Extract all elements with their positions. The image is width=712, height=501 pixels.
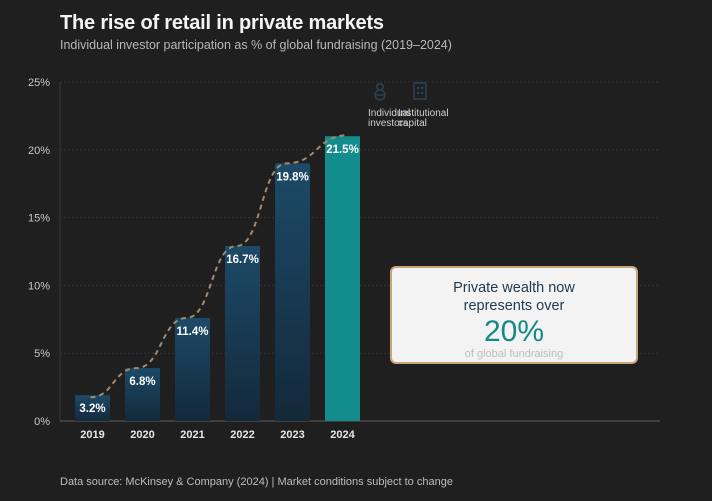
x-tick-label: 2019: [80, 429, 104, 441]
y-tick-label: 10%: [28, 280, 50, 292]
value-label-2019: 3.2%: [79, 403, 105, 415]
y-tick-label: 25%: [28, 77, 50, 89]
x-tick-label: 2023: [280, 429, 304, 441]
bar-2020[interactable]: [125, 368, 160, 421]
legend: Individual investors Institutional capital: [368, 82, 468, 132]
callout-highlight: 20%: [483, 315, 545, 348]
x-tick-label: 2022: [230, 429, 254, 441]
x-tick-label: 2024: [330, 429, 355, 441]
legend-item-institutional[interactable]: Institutional capital: [398, 82, 449, 129]
data-source-footer: Data source: McKinsey & Company (2024) |…: [60, 476, 453, 488]
value-label-2021: 11.4%: [177, 326, 209, 338]
bar-2019[interactable]: [75, 395, 110, 421]
callout-text: Private wealth now represents over: [453, 280, 575, 314]
value-label-2020: 6.8%: [129, 376, 155, 388]
x-tick-label: 2021: [180, 429, 204, 441]
legend-label-individual: Individual investors: [368, 108, 411, 129]
bar-2021[interactable]: [175, 317, 210, 421]
legend-label-institutional: Institutional capital: [398, 108, 449, 129]
y-tick-label: 20%: [28, 145, 50, 157]
callout-caption: of global fundraising: [464, 348, 564, 360]
y-tick-label: 0%: [34, 416, 50, 428]
person-icon: [374, 82, 386, 101]
value-labels: 3.2% 6.8% 11.4% 16.7% 19.8% 21.5%: [79, 144, 358, 415]
chart-subtitle: Individual investor participation as % o…: [60, 38, 452, 52]
callout-box: Private wealth now represents over 20% of…: [390, 266, 638, 364]
x-axis-ticks: 2019 2020 2021 2022 2023 2024: [80, 429, 355, 441]
bar-2023[interactable]: [275, 163, 310, 422]
value-label-2023: 19.8%: [276, 171, 309, 183]
legend-item-individual[interactable]: Individual investors: [368, 82, 410, 129]
y-tick-label: 5%: [34, 348, 50, 360]
x-tick-label: 2020: [130, 429, 154, 441]
trend-line: [90, 134, 348, 399]
value-label-2022: 16.7%: [226, 254, 259, 266]
chart-title: The rise of retail in private markets: [60, 12, 384, 34]
value-label-2024: 21.5%: [326, 144, 359, 156]
bar-2022[interactable]: [225, 246, 260, 421]
y-axis-ticks: 0% 5% 10% 15% 20% 25%: [28, 77, 50, 428]
bar-2024[interactable]: [325, 136, 360, 422]
bars: [75, 136, 360, 422]
y-tick-label: 15%: [28, 213, 50, 225]
building-icon: [413, 82, 427, 100]
